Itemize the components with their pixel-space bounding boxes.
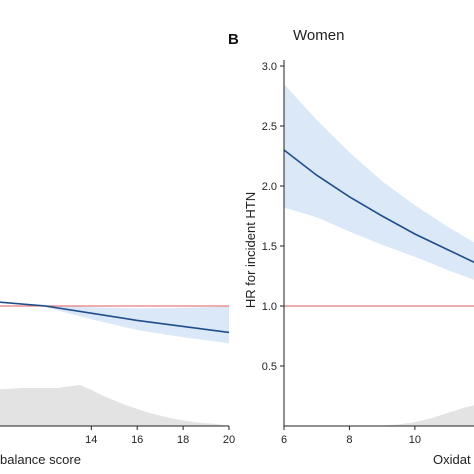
panel-b-hr-curve (284, 149, 474, 264)
panel-b-density (284, 405, 474, 426)
panel-a-x-tick-label: 20 (223, 434, 235, 446)
panel-b: B Women 0.51.01.52.02.53.0 681012 HR for… (228, 27, 474, 467)
panel-b-x-tick-label: 10 (409, 434, 421, 446)
panel-b-x-tick-label: 6 (281, 434, 287, 446)
panel-a-x-tick-label: 14 (85, 434, 97, 446)
panel-a-x-tick-label: 18 (177, 434, 189, 446)
panel-b-y-axis-title: HR for incident HTN (243, 192, 258, 308)
panel-b-title: Women (293, 27, 344, 44)
panel-a-confidence-band (0, 301, 229, 344)
panel-a-hr-curve (0, 301, 229, 334)
panel-a-density (0, 384, 229, 426)
panel-a: 14 16 18 20 balance score (0, 301, 235, 467)
panel-b-y-tick-label: 0.5 (262, 361, 277, 373)
panel-b-y-tick-label: 1.5 (262, 241, 277, 253)
panel-a-x-tick-label: 16 (131, 434, 143, 446)
panel-b-letter: B (228, 31, 239, 48)
panel-b-y-tick-label: 2.0 (262, 181, 277, 193)
panel-a-x-axis-title: balance score (0, 452, 81, 467)
panel-b-x-axis-title: Oxidat (433, 452, 471, 467)
panel-b-confidence-band (284, 84, 474, 280)
panel-a-x-ticks: 14 16 18 20 (85, 426, 235, 446)
panel-b-y-tick-label: 2.5 (262, 121, 277, 133)
panel-b-y-ticks: 0.5 1.0 1.5 2.0 2.5 3.0 (262, 61, 284, 373)
panel-b-y-tick-label: 3.0 (262, 61, 277, 73)
panel-b-x-ticks: 681012 (281, 426, 421, 446)
panel-b-y-tick-label: 1.0 (262, 301, 277, 313)
panel-b-x-tick-label: 8 (346, 434, 352, 446)
